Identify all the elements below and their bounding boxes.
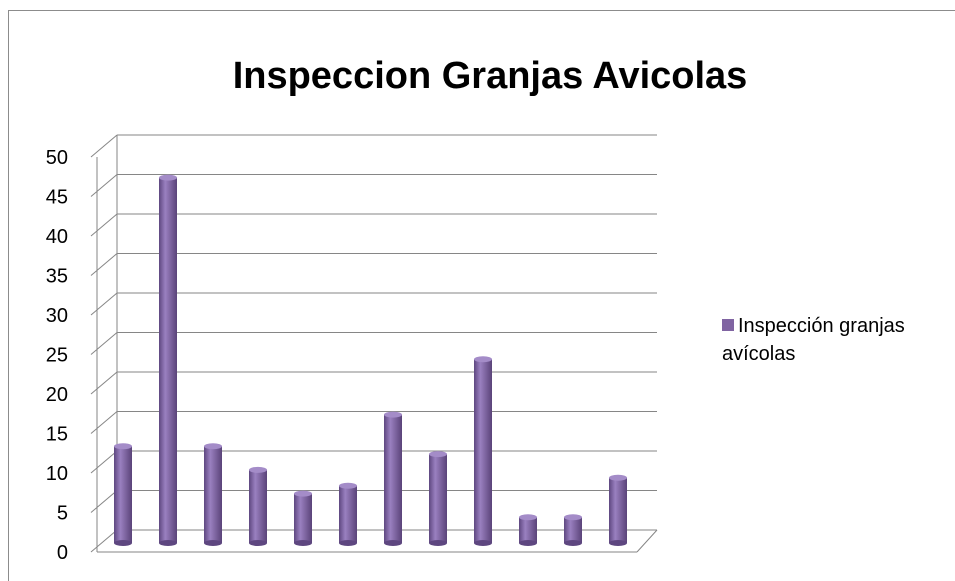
bar	[294, 493, 312, 543]
bar-cap	[159, 174, 177, 181]
bar-base	[159, 540, 177, 546]
bar	[429, 454, 447, 543]
grid-diagonal	[90, 174, 118, 197]
bar-base	[114, 540, 132, 546]
y-tick-label: 10	[46, 463, 68, 485]
bar-cap	[114, 443, 132, 450]
grid-diagonal	[90, 371, 118, 395]
y-tick-label: 35	[46, 266, 68, 288]
bar-base	[339, 540, 357, 546]
bar-base	[519, 540, 537, 546]
bar-cap	[294, 490, 312, 497]
bar-cap	[609, 474, 627, 481]
bar-base	[249, 540, 267, 546]
bar-cap	[204, 443, 222, 450]
bar-base	[294, 540, 312, 546]
bar-cap	[564, 514, 582, 521]
grid-diagonal	[90, 450, 118, 474]
legend-swatch	[722, 319, 734, 331]
grid-diagonal	[90, 213, 118, 237]
y-tick-label: 15	[46, 424, 68, 446]
bar-base	[384, 540, 402, 546]
y-tick-label: 0	[57, 542, 68, 564]
bar	[519, 517, 537, 543]
y-tick-label: 30	[46, 305, 68, 327]
bar	[114, 446, 132, 543]
legend-label: Inspección granjas avícolas	[722, 315, 905, 365]
bar-base	[474, 540, 492, 546]
y-tick-label: 5	[57, 503, 68, 525]
grid-diagonal	[90, 253, 118, 276]
bar	[384, 414, 402, 543]
bar-cap	[429, 451, 447, 458]
bar-cap	[519, 514, 537, 521]
bar	[204, 446, 222, 543]
bar	[474, 359, 492, 543]
bar-cap	[249, 466, 267, 473]
bar	[339, 485, 357, 543]
y-tick-label: 20	[46, 384, 68, 406]
bar-base	[609, 540, 627, 546]
bar	[249, 469, 267, 543]
bar-base	[204, 540, 222, 546]
bar	[564, 517, 582, 543]
grid-diagonal	[90, 292, 118, 316]
y-tick-label: 50	[46, 147, 68, 169]
y-tick-label: 40	[46, 226, 68, 248]
grid-diagonal	[90, 411, 118, 434]
grid-diagonal	[90, 332, 118, 355]
bar-cap	[384, 411, 402, 418]
bar	[609, 477, 627, 543]
bar-base	[564, 540, 582, 546]
grid-diagonal	[90, 490, 118, 513]
floor-side	[636, 529, 658, 553]
bar-cap	[474, 356, 492, 363]
bar-cap	[339, 482, 357, 489]
bar	[159, 177, 177, 543]
legend: Inspección granjas avícolas	[722, 312, 947, 368]
bar-base	[429, 540, 447, 546]
grid-diagonal	[90, 134, 118, 158]
chart-title: Inspeccion Granjas Avicolas	[233, 55, 748, 97]
y-tick-label: 45	[46, 187, 68, 209]
y-tick-label: 25	[46, 345, 68, 367]
grid-diagonal	[90, 529, 118, 553]
